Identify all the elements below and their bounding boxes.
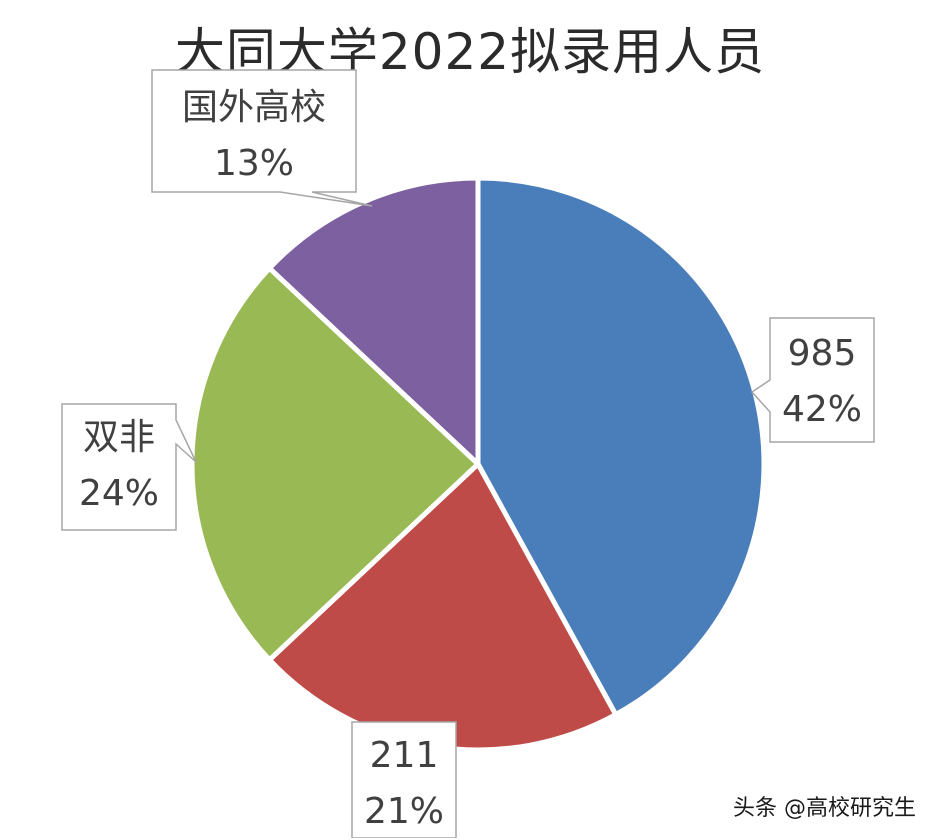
label-211-name: 211 (369, 735, 439, 776)
callout-box-overseas (151, 69, 373, 207)
label-shuangfei-name: 双非 (82, 417, 155, 458)
slice-shuangfei (189, 265, 481, 663)
callout-box-211 (351, 721, 457, 838)
label-overseas-name: 国外高校 (181, 87, 326, 128)
label-shuangfei-percent: 24% (78, 473, 159, 514)
label-211: 211 21% (352, 728, 456, 840)
slice-overseas (267, 175, 481, 467)
callout-box-985 (750, 317, 875, 443)
label-shuangfei: 双非 24% (62, 410, 176, 522)
label-overseas: 国外高校 13% (152, 80, 356, 192)
label-overseas-percent: 13% (213, 143, 294, 184)
label-985-name: 985 (787, 333, 857, 374)
label-211-percent: 21% (363, 791, 444, 832)
label-985-percent: 42% (781, 389, 862, 430)
watermark: 头条 @高校研究生 (733, 796, 916, 821)
label-985: 985 42% (770, 326, 874, 438)
callout-box-shuangfei (61, 403, 197, 531)
